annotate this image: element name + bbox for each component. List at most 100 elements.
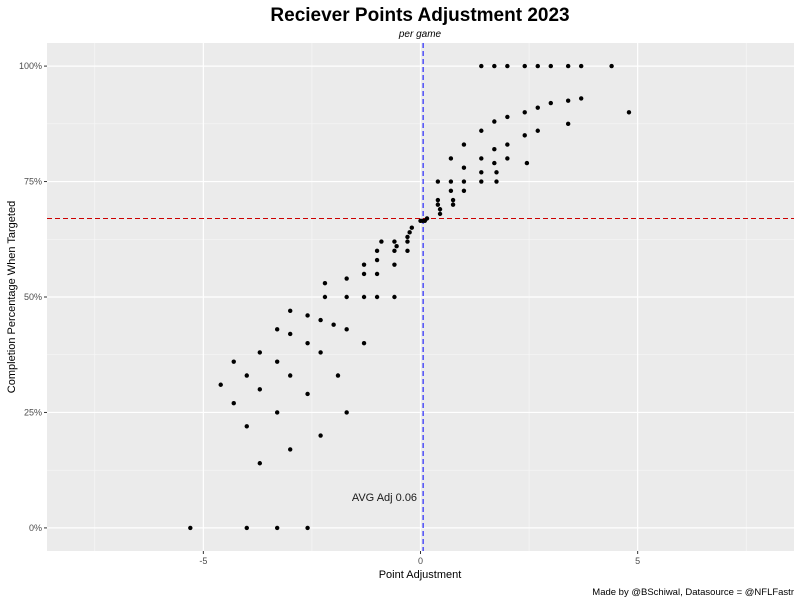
data-point bbox=[392, 248, 397, 254]
data-point bbox=[535, 128, 540, 133]
data-point bbox=[305, 525, 310, 531]
data-point bbox=[578, 63, 584, 69]
reference-lines bbox=[47, 43, 794, 551]
data-point bbox=[374, 294, 380, 300]
data-point bbox=[522, 63, 527, 69]
data-point bbox=[361, 294, 367, 300]
data-point bbox=[448, 179, 454, 184]
data-point bbox=[244, 424, 249, 429]
data-point bbox=[492, 119, 497, 124]
data-point bbox=[335, 373, 341, 378]
data-point bbox=[535, 63, 540, 69]
data-point bbox=[548, 100, 553, 106]
data-point bbox=[565, 63, 571, 69]
data-point bbox=[374, 271, 380, 277]
data-point bbox=[494, 170, 499, 175]
data-point bbox=[492, 160, 497, 166]
data-point bbox=[548, 63, 553, 69]
data-point bbox=[257, 387, 263, 392]
data-point bbox=[231, 401, 236, 406]
chart-caption: Made by @BSchiwal, Datasource = @NFLFast… bbox=[592, 587, 794, 598]
data-point bbox=[505, 156, 510, 161]
data-point bbox=[407, 230, 412, 235]
data-point bbox=[244, 525, 249, 531]
data-point bbox=[461, 165, 467, 170]
data-point bbox=[450, 202, 456, 207]
data-point bbox=[461, 142, 467, 147]
y-tick-label: 25% bbox=[24, 407, 42, 417]
data-point bbox=[188, 525, 193, 531]
data-point bbox=[437, 211, 443, 217]
data-point bbox=[479, 170, 484, 175]
data-point bbox=[331, 322, 336, 327]
data-point bbox=[392, 294, 397, 300]
data-point bbox=[578, 96, 584, 101]
data-point bbox=[505, 63, 510, 69]
data-point bbox=[424, 216, 430, 221]
data-point bbox=[318, 317, 323, 323]
data-point bbox=[524, 160, 530, 166]
y-tick-label: 100% bbox=[19, 61, 42, 71]
data-point bbox=[522, 110, 527, 115]
data-point bbox=[274, 410, 280, 415]
data-point bbox=[322, 280, 328, 286]
data-point bbox=[344, 276, 349, 281]
data-point bbox=[288, 373, 293, 378]
avg-adj-annotation: AVG Adj 0.06 bbox=[352, 492, 417, 504]
data-point bbox=[565, 98, 571, 103]
data-point bbox=[218, 382, 223, 387]
data-point bbox=[288, 331, 293, 337]
data-point bbox=[479, 156, 484, 161]
data-point bbox=[374, 257, 380, 263]
data-point bbox=[494, 179, 499, 184]
y-tick-label: 50% bbox=[24, 292, 42, 302]
data-point bbox=[344, 410, 349, 415]
chart-title: Reciever Points Adjustment 2023 bbox=[270, 5, 569, 26]
x-axis-ticks: -5 0 5 bbox=[199, 551, 640, 566]
data-point bbox=[288, 447, 293, 452]
chart-subtitle: per game bbox=[398, 29, 442, 40]
data-point bbox=[492, 63, 497, 69]
x-tick-label: 0 bbox=[418, 556, 423, 566]
data-point bbox=[344, 294, 349, 300]
data-point bbox=[257, 350, 263, 355]
data-point bbox=[344, 327, 349, 332]
data-point bbox=[274, 525, 280, 531]
data-point bbox=[392, 239, 397, 244]
data-point bbox=[565, 121, 571, 127]
data-point bbox=[626, 110, 632, 115]
data-point bbox=[374, 248, 380, 254]
data-point bbox=[361, 271, 367, 277]
data-point bbox=[609, 63, 614, 69]
data-point bbox=[505, 114, 510, 120]
data-point bbox=[435, 197, 441, 203]
data-point bbox=[450, 197, 456, 203]
y-axis-title: Completion Percentage When Targeted bbox=[6, 201, 18, 393]
data-point bbox=[257, 461, 263, 466]
data-point bbox=[461, 179, 467, 184]
data-point bbox=[305, 313, 310, 318]
data-point bbox=[361, 340, 367, 346]
data-point bbox=[461, 188, 467, 193]
data-point bbox=[361, 262, 367, 267]
data-point bbox=[394, 244, 399, 249]
data-point bbox=[405, 239, 410, 244]
data-point bbox=[231, 359, 236, 364]
data-point bbox=[435, 179, 441, 184]
data-point bbox=[288, 308, 293, 314]
data-point bbox=[274, 327, 280, 332]
data-point bbox=[318, 433, 323, 438]
data-point bbox=[318, 350, 323, 355]
data-point bbox=[492, 147, 497, 152]
data-point bbox=[379, 239, 384, 244]
data-point bbox=[405, 234, 410, 240]
data-point bbox=[505, 142, 510, 147]
data-point bbox=[448, 188, 454, 193]
data-point bbox=[435, 202, 441, 207]
data-point bbox=[322, 294, 328, 300]
data-point bbox=[479, 179, 484, 184]
grid-lines bbox=[47, 43, 794, 551]
y-axis-ticks: 0% 25% 50% 75% 100% bbox=[19, 61, 47, 533]
data-point bbox=[522, 133, 527, 138]
